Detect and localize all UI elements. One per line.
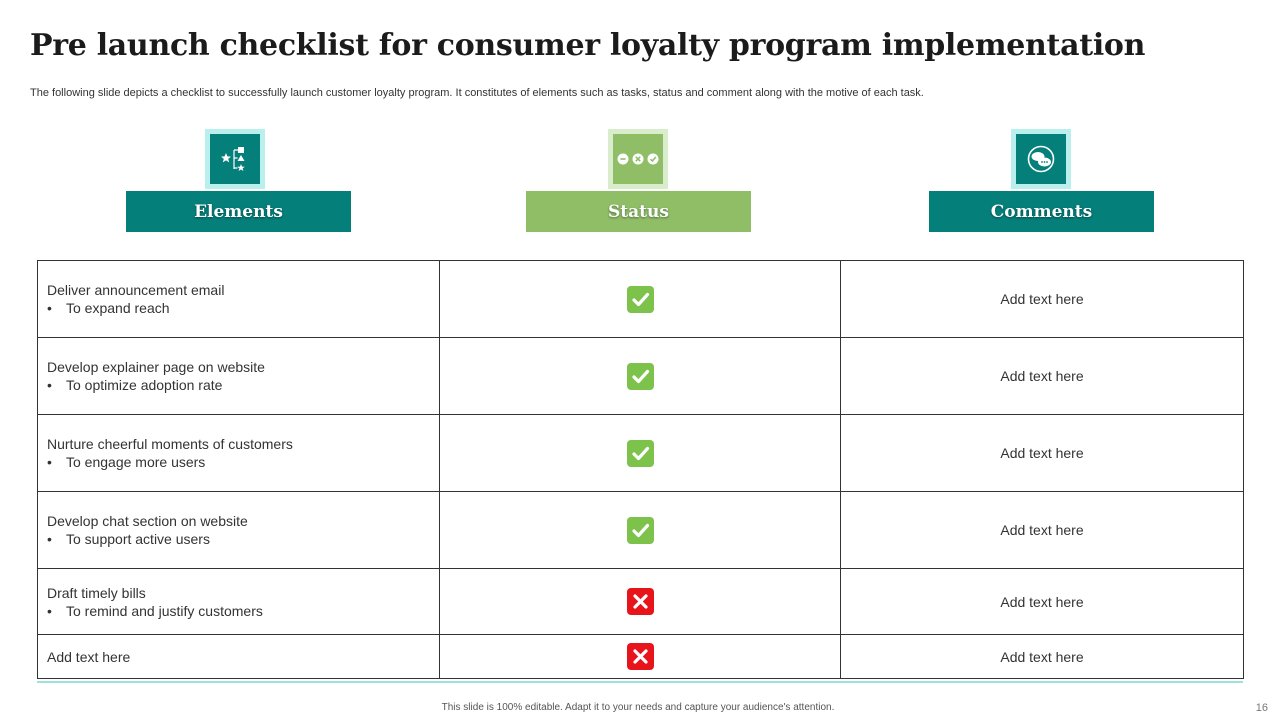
task-text: Nurture cheerful moments of customers bbox=[47, 436, 293, 452]
status-dots-icon bbox=[617, 153, 659, 165]
comment-cell: Add text here bbox=[840, 337, 1244, 415]
cross-icon bbox=[626, 588, 654, 615]
task-text: Develop chat section on website bbox=[47, 513, 248, 529]
status-cell bbox=[439, 568, 841, 635]
page-subtitle: The following slide depicts a checklist … bbox=[30, 87, 924, 99]
motive-text: To remind and justify customers bbox=[66, 602, 263, 619]
element-cell: Develop chat section on website • To suppo… bbox=[37, 491, 440, 569]
status-cell bbox=[439, 634, 841, 679]
checklist-table: Deliver announcement email • To expand rea… bbox=[37, 260, 1244, 679]
table-row: Develop chat section on website • To suppo… bbox=[37, 491, 1244, 569]
check-icon bbox=[626, 362, 654, 390]
element-cell: Develop explainer page on website • To opt… bbox=[37, 337, 440, 415]
status-cell bbox=[439, 337, 841, 415]
check-icon bbox=[626, 516, 654, 544]
comment-cell: Add text here bbox=[840, 260, 1244, 338]
motive-text: To expand reach bbox=[66, 300, 170, 316]
bullet: • bbox=[47, 377, 52, 393]
cross-icon bbox=[626, 643, 654, 670]
table-row: Add text here Add text here bbox=[37, 634, 1244, 679]
motive-text: To optimize adoption rate bbox=[66, 377, 223, 393]
task-text: Add text here bbox=[47, 648, 131, 665]
bullet: • bbox=[47, 300, 52, 316]
table-row: Nurture cheerful moments of customers • To… bbox=[37, 414, 1244, 492]
page-title: Pre launch checklist for consumer loyalt… bbox=[30, 28, 1146, 63]
bullet: • bbox=[47, 454, 52, 470]
check-icon bbox=[626, 285, 654, 313]
task-text: Develop explainer page on website bbox=[47, 359, 265, 375]
table-row: Develop explainer page on website • To opt… bbox=[37, 337, 1244, 415]
status-icon-box bbox=[608, 129, 668, 189]
comment-cell: Add text here bbox=[840, 568, 1244, 635]
table-bottom-accent bbox=[37, 681, 1243, 683]
status-cell bbox=[439, 491, 841, 569]
shapes-hierarchy-icon bbox=[221, 147, 245, 171]
element-cell: Deliver announcement email • To expand rea… bbox=[37, 260, 440, 338]
status-cell bbox=[439, 260, 841, 338]
bullet: • bbox=[47, 602, 52, 619]
header-status: Status bbox=[526, 191, 751, 232]
status-cell bbox=[439, 414, 841, 492]
table-row: Draft timely bills • To remind and justify… bbox=[37, 568, 1244, 635]
comments-icon-box bbox=[1011, 129, 1071, 189]
element-cell: Nurture cheerful moments of customers • To… bbox=[37, 414, 440, 492]
check-icon bbox=[626, 439, 654, 467]
header-comments: Comments bbox=[929, 191, 1154, 232]
header-elements: Elements bbox=[126, 191, 351, 232]
page-number: 16 bbox=[1255, 702, 1268, 714]
elements-icon-box bbox=[205, 129, 265, 189]
comment-cell: Add text here bbox=[840, 414, 1244, 492]
element-cell: Add text here bbox=[37, 634, 440, 679]
element-cell: Draft timely bills • To remind and justify… bbox=[37, 568, 440, 635]
task-text: Draft timely bills bbox=[47, 584, 146, 601]
task-text: Deliver announcement email bbox=[47, 282, 225, 298]
motive-text: To engage more users bbox=[66, 454, 206, 470]
footer-note: This slide is 100% editable. Adapt it to… bbox=[441, 702, 835, 713]
motive-text: To support active users bbox=[66, 531, 210, 547]
comment-cell: Add text here bbox=[840, 634, 1244, 679]
comment-cell: Add text here bbox=[840, 491, 1244, 569]
bullet: • bbox=[47, 531, 52, 547]
chat-bubbles-icon bbox=[1027, 145, 1055, 173]
table-row: Deliver announcement email • To expand rea… bbox=[37, 260, 1244, 338]
